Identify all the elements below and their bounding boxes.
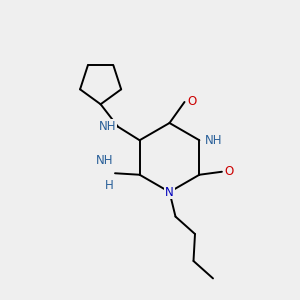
Text: O: O — [224, 165, 233, 178]
Text: NH: NH — [205, 134, 222, 147]
Text: H: H — [105, 178, 113, 192]
Text: NH: NH — [96, 154, 113, 167]
Text: N: N — [165, 185, 174, 199]
Text: O: O — [187, 95, 196, 108]
Text: NH: NH — [99, 120, 116, 133]
